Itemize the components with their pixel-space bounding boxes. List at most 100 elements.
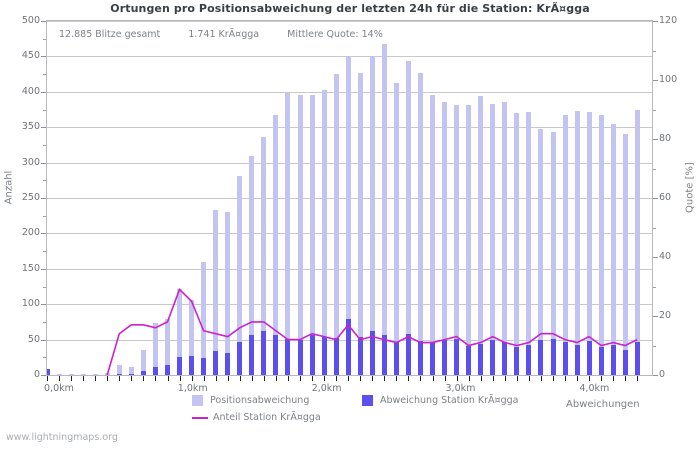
- y-tick-label-left: 450: [21, 50, 40, 62]
- y-tick-mark-left: [41, 91, 46, 93]
- x-tick-mark: [251, 376, 253, 381]
- y-tick-mark-right: [653, 375, 658, 376]
- x-tick-mark: [565, 376, 566, 381]
- x-tick-mark: [203, 376, 205, 381]
- legend-item-positionsabweichung[interactable]: Positionsabweichung: [192, 395, 309, 406]
- quote-line: [106, 288, 638, 375]
- bar-abweichung-station: [502, 342, 508, 375]
- y-minor-tick-right: [653, 345, 656, 347]
- y-tick-label-right: 0: [659, 369, 666, 380]
- y-tick-mark-left: [41, 375, 46, 376]
- bar-abweichung-station: [201, 358, 207, 375]
- x-tick-mark: [239, 376, 241, 381]
- y-tick-mark-left: [41, 198, 46, 199]
- y-tick-mark-right: [653, 198, 658, 199]
- bar-abweichung-station: [225, 353, 231, 375]
- x-tick-mark: [589, 376, 591, 381]
- bar-positionsabweichung: [152, 323, 158, 375]
- y-tick-mark-left: [41, 268, 46, 270]
- gridline: [47, 21, 652, 22]
- bar-positionsabweichung: [297, 95, 303, 375]
- x-tick-mark: [396, 376, 398, 381]
- y-tick-label-right: 40: [659, 251, 672, 262]
- x-tick-mark: [540, 376, 542, 381]
- x-tick-mark: [420, 376, 422, 381]
- legend-label: Abweichung Station KrÃ¤gga: [380, 395, 519, 406]
- bar-positionsabweichung: [490, 103, 496, 375]
- x-tick-mark: [95, 376, 97, 381]
- y-tick-label-left: 200: [21, 227, 40, 239]
- bar-abweichung-station: [261, 331, 267, 375]
- x-tick-mark: [131, 376, 133, 381]
- bar-positionsabweichung: [574, 110, 580, 375]
- bar-positionsabweichung: [165, 319, 170, 375]
- bar-positionsabweichung: [502, 102, 508, 375]
- x-tick-mark: [59, 376, 60, 381]
- bar-abweichung-station: [598, 346, 604, 375]
- y-minor-tick-left: [43, 109, 46, 111]
- y-minor-tick-right: [653, 168, 656, 170]
- y-tick-label-right: 20: [659, 310, 672, 321]
- x-tick-mark: [372, 376, 374, 381]
- y-tick-mark-left: [41, 162, 46, 164]
- bar-positionsabweichung: [237, 176, 243, 375]
- bar-abweichung-station: [213, 350, 219, 375]
- bar-abweichung-station: [321, 336, 327, 375]
- y-tick-label-left: 500: [21, 15, 40, 26]
- y-tick-label-left: 150: [21, 262, 40, 274]
- y-minor-tick-right: [653, 50, 656, 52]
- bar-abweichung-station: [442, 340, 447, 375]
- bar-positionsabweichung: [249, 155, 255, 375]
- bar-abweichung-station: [574, 344, 580, 375]
- y-tick-label-left: 300: [21, 156, 40, 168]
- x-tick-mark: [179, 376, 181, 381]
- bar-abweichung-station: [297, 340, 303, 375]
- y-minor-tick-left: [43, 357, 46, 359]
- bar-positionsabweichung: [273, 114, 279, 375]
- bar-abweichung-station: [454, 338, 460, 375]
- bar-positionsabweichung: [526, 112, 532, 375]
- bar-abweichung-station: [333, 337, 339, 375]
- bar-abweichung-station: [285, 338, 291, 375]
- x-tick-mark: [191, 376, 193, 381]
- legend-item-abweichung-station[interactable]: Abweichung Station KrÃ¤gga: [362, 395, 518, 406]
- x-tick-mark: [348, 376, 350, 381]
- bar-abweichung-station: [249, 334, 255, 375]
- bar-positionsabweichung: [586, 112, 592, 375]
- x-tick-label: 1,0km: [177, 383, 208, 394]
- x-tick-mark: [275, 376, 277, 381]
- x-tick-mark: [324, 376, 326, 381]
- bar-positionsabweichung: [478, 96, 484, 375]
- legend-item-anteil-station[interactable]: Anteil Station KrÃ¤gga: [192, 412, 321, 423]
- bar-positionsabweichung: [68, 373, 74, 375]
- y-tick-label-left: 50: [27, 333, 40, 345]
- y-tick-mark-right: [653, 139, 658, 140]
- bar-positionsabweichung: [598, 114, 604, 375]
- bar-abweichung-station: [189, 355, 195, 375]
- bar-positionsabweichung: [80, 373, 86, 375]
- x-tick-mark: [143, 376, 145, 381]
- bar-abweichung-station: [526, 344, 532, 375]
- y-tick-label-left: 100: [21, 298, 40, 310]
- x-tick-mark: [504, 376, 506, 381]
- bar-abweichung-station: [562, 341, 568, 375]
- x-tick-mark: [119, 376, 121, 381]
- y-tick-label-left: 250: [21, 192, 40, 203]
- y-tick-mark-right: [653, 80, 658, 81]
- y-minor-tick-right: [653, 227, 656, 229]
- y-minor-tick-left: [43, 74, 46, 76]
- bar-abweichung-station: [478, 343, 484, 375]
- legend-label: Anteil Station KrÃ¤gga: [213, 412, 321, 423]
- x-tick-mark: [47, 376, 48, 381]
- y-minor-tick-left: [43, 215, 46, 217]
- x-tick-mark: [107, 376, 109, 381]
- bar-positionsabweichung: [622, 134, 628, 375]
- x-tick-mark: [601, 376, 603, 381]
- bar-positionsabweichung: [634, 109, 640, 375]
- y-minor-tick-right: [653, 109, 656, 111]
- chart-subtitle: 12.885 Blitze gesamt 1.741 KrÃ¤gga Mittl…: [59, 29, 383, 40]
- bar-abweichung-station: [273, 335, 279, 375]
- x-tick-mark: [492, 376, 494, 381]
- bar-abweichung-station: [165, 365, 170, 375]
